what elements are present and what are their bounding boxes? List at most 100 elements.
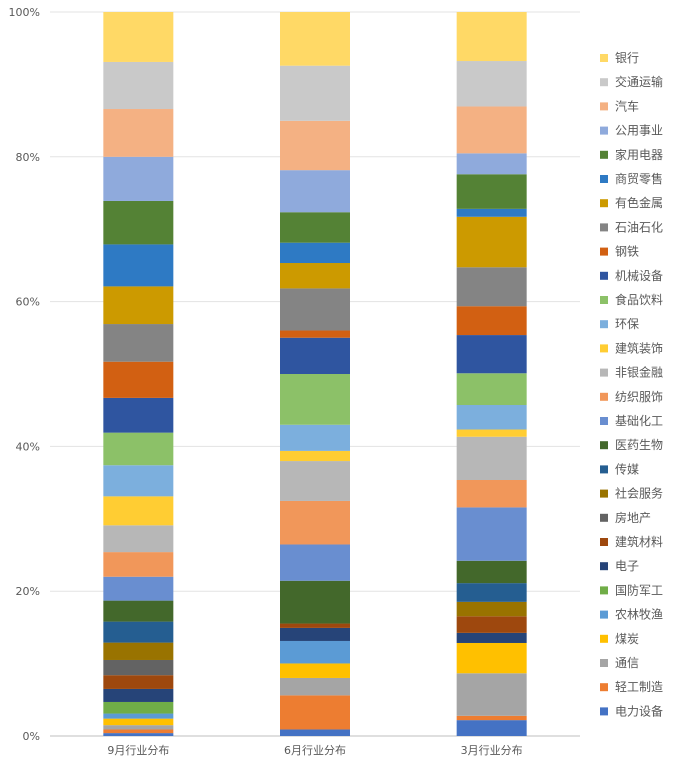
legend-label: 石油石化 [615,220,663,234]
legend-label: 社会服务 [615,486,663,501]
bar-segment [103,576,174,601]
legend-swatch [600,320,608,329]
legend-swatch [600,392,608,401]
bar-segment [103,642,174,660]
bar-segment [280,663,350,678]
bar-segment [280,695,350,730]
bar-segment [280,640,350,664]
legend-swatch [600,150,608,159]
legend-swatch [600,78,608,87]
bar-segment [280,212,350,243]
legend-label: 有色金属 [615,195,663,210]
legend-swatch [600,296,608,304]
bar-segment [456,335,527,374]
legend-label: 轻工制造 [615,680,663,694]
legend-label: 环保 [615,317,639,331]
legend-swatch [600,126,608,135]
bar-segment [456,216,527,268]
bar-segment [103,156,174,201]
bar-segment [456,507,527,561]
bar-segment [103,688,174,702]
legend-label: 煤炭 [615,632,639,646]
legend-swatch [600,659,608,667]
legend-swatch [600,441,608,450]
bar-segment [280,677,350,696]
bar-segment [103,244,174,287]
bar-segment [280,242,350,264]
legend-swatch [600,102,608,111]
bar-segment [456,616,527,633]
bar-segment [456,429,527,437]
bar-segment [280,627,350,641]
bar-segment [103,675,174,689]
x-category-label: 9月行业分布 [107,744,169,757]
legend-label: 家用电器 [615,147,663,162]
legend-swatch [600,199,608,208]
legend-label: 医药生物 [615,438,663,452]
bar-segment [456,12,527,62]
legend-label: 纺织服饰 [615,390,663,404]
bar-segment [103,286,174,325]
bar-segment [103,324,174,362]
bar-segment [280,288,350,331]
bar-segment [456,174,527,209]
y-tick-label: 0% [23,730,40,743]
bar-segment [456,560,527,584]
legend-label: 房地产 [615,510,651,525]
bar-segment [103,465,174,497]
bars [103,12,527,736]
legend-swatch [600,465,608,474]
bar-segment [103,61,174,110]
bar-segment [280,120,350,171]
bar-segment [103,729,174,734]
bar-segment [280,337,350,374]
bar-segment [280,461,350,501]
bar-segment [456,642,527,674]
legend-swatch [600,175,608,183]
bar-segment [456,61,527,107]
bar-segment [103,718,174,726]
legend-label: 商贸零售 [615,171,663,186]
bar-segment [456,306,527,336]
legend: 银行交通运输汽车公用事业家用电器商贸零售有色金属石油石化钢铁机械设备食品饮料环保… [600,51,663,718]
legend-swatch [600,538,608,546]
legend-swatch [600,271,608,280]
bar-segment [456,480,527,508]
bar-segment [103,397,174,433]
bar-segment [456,106,527,154]
y-tick-label: 40% [16,440,40,453]
bar-segment [280,500,350,545]
legend-label: 汽车 [615,98,639,113]
legend-label: 机械设备 [615,268,663,283]
legend-swatch [600,344,608,353]
legend-label: 通信 [615,656,639,670]
y-tick-label: 20% [16,585,40,598]
bar-segment [280,330,350,338]
legend-label: 建筑材料 [615,534,663,549]
bar-segment [280,65,350,121]
y-tick-label: 100% [9,6,40,19]
bar-segment [456,632,527,643]
legend-label: 农林牧渔 [615,608,663,622]
bar-segment [103,600,174,622]
legend-label: 电子 [615,559,639,573]
legend-label: 非银金融 [615,365,663,380]
y-tick-label: 60% [16,296,40,309]
bar-segment [103,525,174,553]
bar-segment [103,725,174,730]
legend-label: 建筑装饰 [615,340,663,355]
bar-segment [103,552,174,577]
bar-segment [280,374,350,425]
bar-segment [103,361,174,398]
bar-segment [456,601,527,617]
bar-segment [103,12,174,62]
bar-segment [456,436,527,481]
y-axis-tick-labels: 0% 20% 40% 60% 80% 100% [9,6,40,743]
bar-stack [456,12,527,736]
bar-stack [280,12,350,736]
legend-swatch [600,586,608,595]
bar-segment [456,267,527,307]
legend-label: 钢铁 [615,245,639,259]
bar-segment [456,208,527,217]
